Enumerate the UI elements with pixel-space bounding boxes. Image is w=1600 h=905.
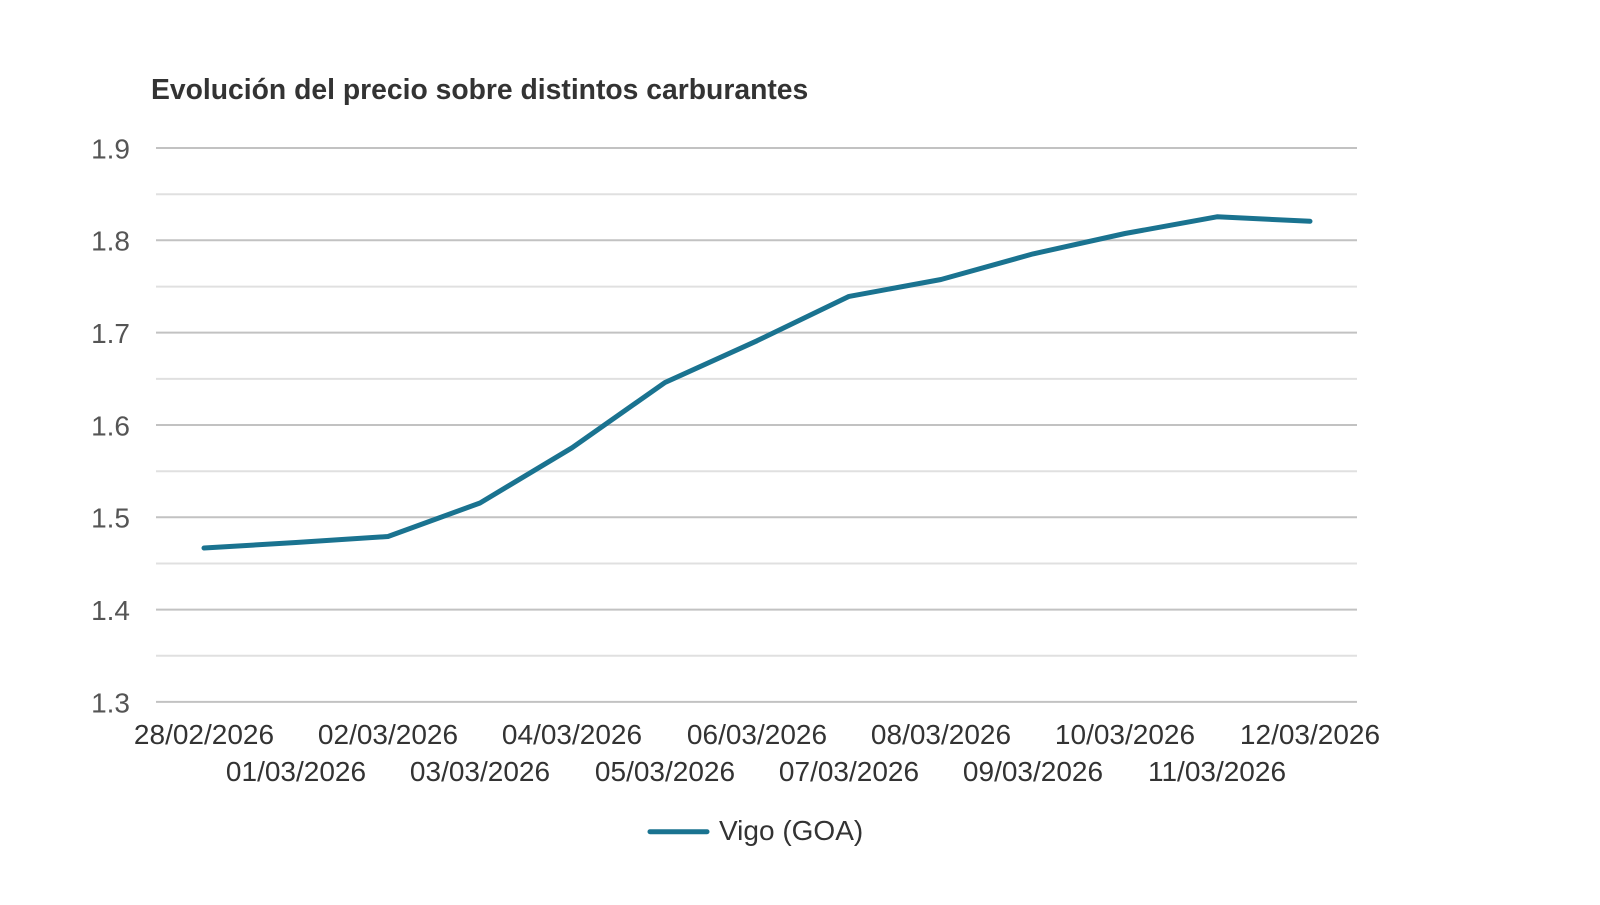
svg-text:Vigo (GOA): Vigo (GOA) (719, 815, 863, 846)
svg-text:28/02/2026: 28/02/2026 (134, 719, 274, 750)
svg-text:1.9: 1.9 (91, 133, 130, 164)
svg-text:1.3: 1.3 (91, 687, 130, 718)
svg-text:1.8: 1.8 (91, 226, 130, 257)
svg-text:10/03/2026: 10/03/2026 (1055, 719, 1195, 750)
svg-text:03/03/2026: 03/03/2026 (410, 756, 550, 787)
svg-text:04/03/2026: 04/03/2026 (502, 719, 642, 750)
svg-text:1.4: 1.4 (91, 595, 130, 626)
svg-text:Evolución del precio sobre dis: Evolución del precio sobre distintos car… (151, 73, 808, 105)
svg-text:11/03/2026: 11/03/2026 (1148, 756, 1286, 787)
svg-text:01/03/2026: 01/03/2026 (226, 756, 366, 787)
svg-text:1.6: 1.6 (91, 410, 130, 441)
svg-text:07/03/2026: 07/03/2026 (779, 756, 919, 787)
svg-text:08/03/2026: 08/03/2026 (871, 719, 1011, 750)
svg-text:1.5: 1.5 (91, 503, 130, 534)
svg-text:09/03/2026: 09/03/2026 (963, 756, 1103, 787)
svg-text:12/03/2026: 12/03/2026 (1240, 719, 1380, 750)
svg-text:02/03/2026: 02/03/2026 (318, 719, 458, 750)
svg-text:1.7: 1.7 (91, 318, 130, 349)
svg-text:06/03/2026: 06/03/2026 (687, 719, 827, 750)
svg-text:05/03/2026: 05/03/2026 (595, 756, 735, 787)
